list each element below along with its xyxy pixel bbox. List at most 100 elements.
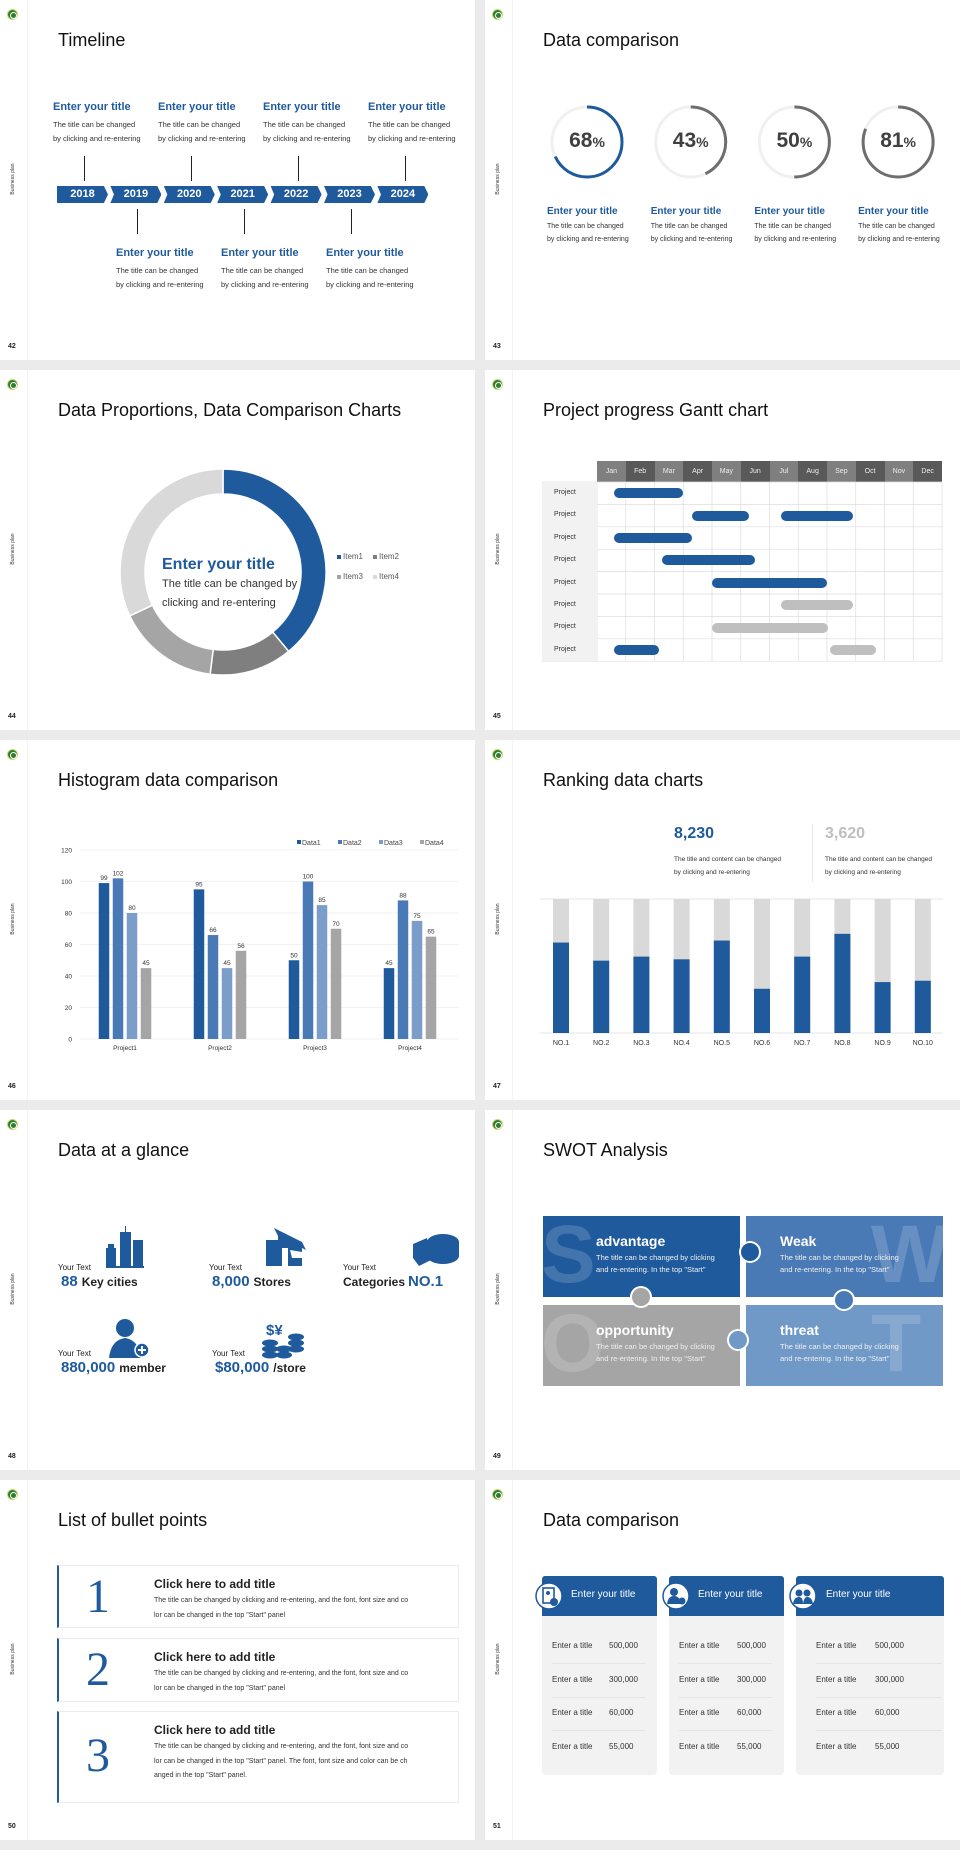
stat-value: 8,230	[674, 825, 715, 842]
bar-value-label: 95	[195, 881, 203, 888]
bar-value-label: 99	[100, 875, 108, 882]
gantt-row-label: Project	[542, 594, 597, 617]
bullet-desc: The title can be changed by clicking and…	[154, 1743, 409, 1750]
item-after: Key cities	[81, 1275, 138, 1289]
slide-title: Histogram data comparison	[58, 770, 279, 790]
quadrant-desc: and re-entering. In the top "Start"	[780, 1265, 890, 1274]
watermark-letter: O	[543, 1305, 605, 1386]
slide-bullet-list[interactable]: Business plan 50 List of bullet points 1 Cli…	[0, 1480, 475, 1840]
watermark-letter: W	[871, 1216, 943, 1297]
y-tick-label: 120	[61, 848, 72, 855]
bar-value-label: 102	[113, 870, 124, 877]
connector-line	[191, 156, 192, 181]
quadrant-desc: and re-entering. In the top "Start"	[780, 1354, 890, 1363]
event-desc: by clicking and re-entering	[53, 134, 141, 143]
logo-icon	[7, 1489, 18, 1500]
year-segment: 2024	[377, 186, 429, 203]
x-category-label: Project3	[303, 1045, 327, 1052]
legend-swatch	[338, 840, 342, 844]
bar-data1	[193, 889, 205, 1039]
slide-ranking-chart[interactable]: Business plan 47 Ranking data charts 8,230 T…	[485, 740, 960, 1100]
row-label: Enter a title	[816, 1674, 857, 1684]
slide-timeline[interactable]: Business plan 42 Timeline 2018 2019 2020 2021 2…	[0, 0, 475, 360]
card-body	[542, 1616, 657, 1775]
user-document-icon	[535, 1582, 563, 1610]
ring-number: 81	[880, 129, 904, 152]
bar-value-label: 70	[332, 921, 340, 928]
city-buildings-icon	[106, 1226, 144, 1268]
bar-data4	[330, 928, 342, 1039]
page-number: 46	[8, 1083, 16, 1090]
ring-progress-arc	[757, 105, 831, 179]
donut-slice-item4	[119, 468, 224, 617]
ring-unit: %	[696, 134, 709, 150]
quadrant-desc: and re-entering. In the top "Start"	[596, 1265, 706, 1274]
sidebar-divider	[512, 740, 513, 1100]
legend-label: Data4	[425, 840, 444, 847]
logo-icon	[7, 1119, 18, 1130]
year-segment: 2018	[57, 186, 108, 203]
page-number: 48	[8, 1453, 16, 1460]
bar-value-label: 45	[223, 960, 231, 967]
slide-gantt-chart[interactable]: Business plan 45 Project progress Gantt ch…	[485, 370, 960, 730]
quadrant-heading: Weak	[780, 1233, 817, 1249]
row-divider	[679, 1730, 772, 1732]
slide-data-at-a-glance[interactable]: Business plan 48 Data at a glance Your Text…	[0, 1110, 475, 1470]
gantt-month-header: Nov	[884, 461, 914, 482]
gantt-month-header: Jan	[597, 461, 626, 482]
bar-value-label: 100	[303, 874, 314, 881]
row-label: Enter a title	[816, 1708, 857, 1718]
user-group-icon	[789, 1582, 817, 1610]
bar-value	[754, 988, 770, 1033]
bar-value-label: 45	[142, 960, 150, 967]
slide-donut-chart[interactable]: Business plan 44 Data Proportions, Data Co…	[0, 370, 475, 730]
row-divider	[816, 1663, 942, 1664]
slide-data-comparison-rings[interactable]: Business plan 43 Data comparison 68% Enter y…	[485, 0, 960, 360]
stat-desc: The title and content can be changed	[674, 856, 781, 863]
gantt-month-header: Jun	[740, 461, 770, 482]
y-tick-label: 20	[65, 1005, 73, 1012]
row-divider	[552, 1730, 645, 1732]
item-after: Stores	[253, 1275, 291, 1289]
legend-swatch	[297, 840, 301, 844]
sidebar-divider	[27, 1480, 28, 1840]
card-title: Enter your title	[571, 1589, 636, 1600]
page-number: 49	[493, 1453, 501, 1460]
x-category-label: NO.2	[593, 1040, 609, 1047]
card-body	[669, 1616, 784, 1775]
watermark-letter: T	[871, 1305, 922, 1386]
donut-chart	[119, 468, 327, 676]
gantt-month-header: Aug	[798, 461, 827, 482]
x-category-label: NO.3	[633, 1040, 649, 1047]
item-after: member	[119, 1361, 166, 1375]
side-label: Business plan	[495, 1643, 501, 1675]
row-label: Enter a title	[816, 1742, 857, 1752]
slide-data-comparison-cards[interactable]: Business plan 51 Data comparison Enter your…	[485, 1480, 960, 1840]
x-category-label: NO.10	[913, 1040, 933, 1047]
bar-data1	[98, 883, 110, 1039]
row-value: 500,000	[875, 1641, 904, 1650]
x-category-label: NO.4	[673, 1040, 689, 1047]
y-tick-label: 40	[65, 974, 73, 981]
event-desc: by clicking and re-entering	[368, 134, 456, 143]
bar-data1	[383, 968, 395, 1039]
slide-title: Project progress Gantt chart	[543, 400, 769, 420]
ring-title: Enter your title	[650, 206, 722, 217]
x-category-label: NO.9	[874, 1040, 890, 1047]
slide-histogram[interactable]: Business plan 46 Histogram data comparison…	[0, 740, 475, 1100]
x-category-label: NO.1	[553, 1040, 569, 1047]
bullet-number: 2	[86, 1643, 110, 1696]
legend-swatch	[337, 575, 341, 579]
connector-line	[84, 156, 85, 181]
event-title: Enter your title	[221, 247, 299, 259]
logo-icon	[7, 379, 18, 390]
ring-desc: The title can be changed	[547, 223, 624, 230]
row-label: Enter a title	[679, 1742, 720, 1752]
donut-center-title: Enter your title	[162, 556, 275, 573]
item-value: 8,000	[212, 1273, 250, 1290]
add-user-icon	[662, 1582, 690, 1610]
sidebar-divider	[27, 1110, 28, 1470]
item-value-line: Categories NO.1	[343, 1273, 447, 1291]
